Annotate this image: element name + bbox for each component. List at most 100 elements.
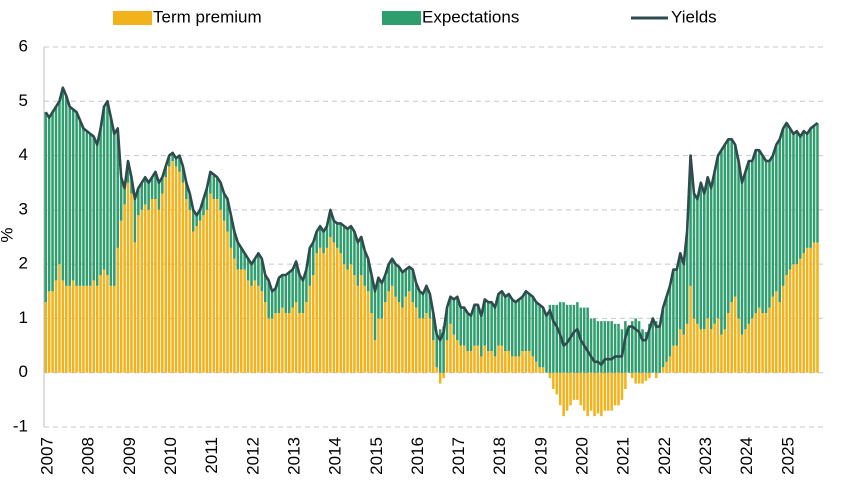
- bar: [123, 188, 126, 205]
- bar: [346, 228, 349, 270]
- bar: [102, 106, 106, 270]
- bar: [438, 329, 442, 373]
- bar: [805, 247, 809, 373]
- bar: [236, 242, 240, 270]
- bar: [654, 372, 658, 379]
- bar: [661, 307, 665, 368]
- x-tick-label: 2023: [696, 437, 715, 475]
- y-tick-label: 4: [19, 145, 28, 164]
- bar: [792, 264, 795, 373]
- bar: [486, 302, 490, 351]
- bar: [239, 269, 243, 373]
- x-tick-label: 2024: [737, 437, 756, 475]
- bar: [270, 291, 274, 319]
- bar: [161, 193, 164, 373]
- bar: [648, 323, 651, 373]
- bar: [404, 296, 408, 373]
- bar: [380, 283, 384, 319]
- bar: [315, 253, 318, 373]
- bar: [606, 372, 610, 411]
- bar: [181, 182, 185, 373]
- bar: [497, 345, 500, 373]
- bar: [123, 204, 126, 373]
- bar: [411, 302, 414, 373]
- bar: [401, 272, 404, 308]
- bar: [593, 318, 596, 373]
- bar: [65, 285, 68, 373]
- bar: [562, 372, 565, 417]
- bar: [342, 226, 346, 265]
- bar: [456, 340, 459, 373]
- bar: [109, 285, 113, 373]
- bar: [723, 144, 727, 330]
- bar: [143, 204, 147, 373]
- bar: [71, 280, 75, 373]
- bar: [281, 307, 284, 373]
- bar: [504, 296, 507, 351]
- bar: [507, 294, 511, 351]
- bar: [68, 285, 71, 373]
- bar: [480, 356, 483, 373]
- bar: [246, 280, 250, 373]
- bar: [85, 285, 89, 373]
- bar: [510, 299, 514, 357]
- bar: [689, 155, 692, 286]
- legend-swatch: [113, 11, 152, 25]
- bar: [706, 318, 709, 373]
- bar: [274, 288, 277, 313]
- bar: [534, 361, 538, 373]
- bar: [329, 237, 332, 373]
- bar: [191, 231, 195, 373]
- bar: [802, 253, 806, 373]
- bar: [816, 242, 819, 373]
- bar: [737, 318, 740, 373]
- bar: [740, 182, 744, 335]
- bar: [757, 150, 761, 308]
- bar: [205, 188, 209, 210]
- bar: [812, 242, 816, 373]
- bar: [466, 313, 469, 351]
- bar: [332, 242, 336, 373]
- bar: [188, 209, 192, 373]
- bar: [229, 215, 233, 248]
- bar: [644, 332, 648, 373]
- bar: [298, 313, 301, 373]
- bar: [308, 247, 312, 286]
- bar: [432, 313, 435, 341]
- bar: [287, 313, 291, 373]
- bar: [366, 291, 370, 373]
- x-tick-label: 2009: [120, 437, 139, 475]
- bar: [113, 133, 116, 286]
- bar: [219, 209, 222, 373]
- bar: [500, 345, 504, 373]
- bar: [394, 296, 397, 373]
- bar: [757, 307, 761, 373]
- bar: [425, 313, 428, 373]
- bar: [778, 302, 781, 373]
- bar: [809, 128, 812, 248]
- bar: [672, 345, 675, 373]
- bar: [318, 226, 322, 248]
- bar: [233, 258, 236, 373]
- bar: [768, 161, 771, 308]
- bar: [185, 182, 188, 199]
- bar: [106, 101, 109, 276]
- bar: [613, 372, 617, 406]
- bar: [785, 123, 788, 275]
- bar: [682, 334, 685, 373]
- bar: [377, 318, 380, 373]
- bar: [713, 171, 716, 324]
- bar: [627, 326, 631, 373]
- bar: [596, 372, 600, 414]
- bar: [692, 318, 696, 373]
- bar: [558, 372, 562, 406]
- bar: [716, 155, 720, 319]
- bar: [733, 144, 737, 297]
- bar: [528, 294, 531, 351]
- bar: [147, 182, 150, 210]
- bar: [552, 304, 555, 373]
- bar: [435, 334, 438, 368]
- x-tick-label: 2007: [37, 437, 56, 475]
- bar: [147, 209, 150, 373]
- bar: [82, 285, 85, 373]
